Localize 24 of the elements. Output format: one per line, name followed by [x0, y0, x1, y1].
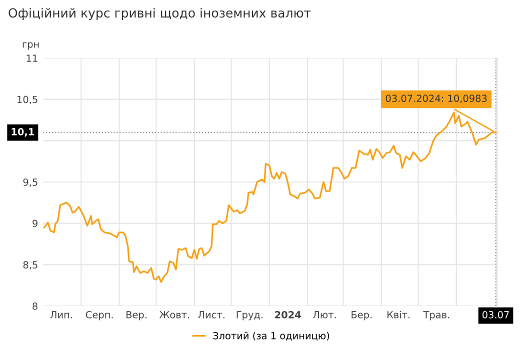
x-tick-label: Жовт.: [159, 311, 190, 318]
y-tick-label: 8,5: [23, 261, 38, 270]
chart-title: Офіційний курс гривні щодо іноземних валют: [8, 8, 311, 20]
y-tick-label: 10,5: [18, 96, 38, 104]
x-tick-label: Трав.: [423, 311, 450, 320]
legend-label: Злотий (за 1 одиницю): [213, 332, 330, 341]
y-tick-label: 8: [32, 302, 38, 310]
x-tick-label: Квіт.: [387, 310, 410, 318]
y-tick-label: 11: [26, 54, 38, 62]
x-tick-label: Лист.: [198, 311, 224, 318]
ref-line-label: 10,1: [12, 128, 34, 137]
y-axis-title: грн: [22, 42, 39, 50]
line-series: [43, 112, 497, 283]
y-tick-label: 9: [32, 220, 38, 228]
x-tick-label: Лют.: [313, 311, 336, 318]
x-tick-label: Груд.: [236, 311, 262, 320]
y-tick-label: 9,5: [23, 178, 38, 187]
x-tick-label: Вер.: [126, 311, 146, 320]
x-tick-label: 03.07: [482, 311, 509, 318]
x-tick-label: Лип.: [50, 311, 72, 318]
x-tick-label: 2024: [275, 311, 301, 318]
annotation: 03.07.2024: 10,0983: [386, 94, 487, 104]
x-tick-label: Серп.: [86, 311, 113, 320]
x-tick-label: Бер.: [352, 311, 372, 320]
